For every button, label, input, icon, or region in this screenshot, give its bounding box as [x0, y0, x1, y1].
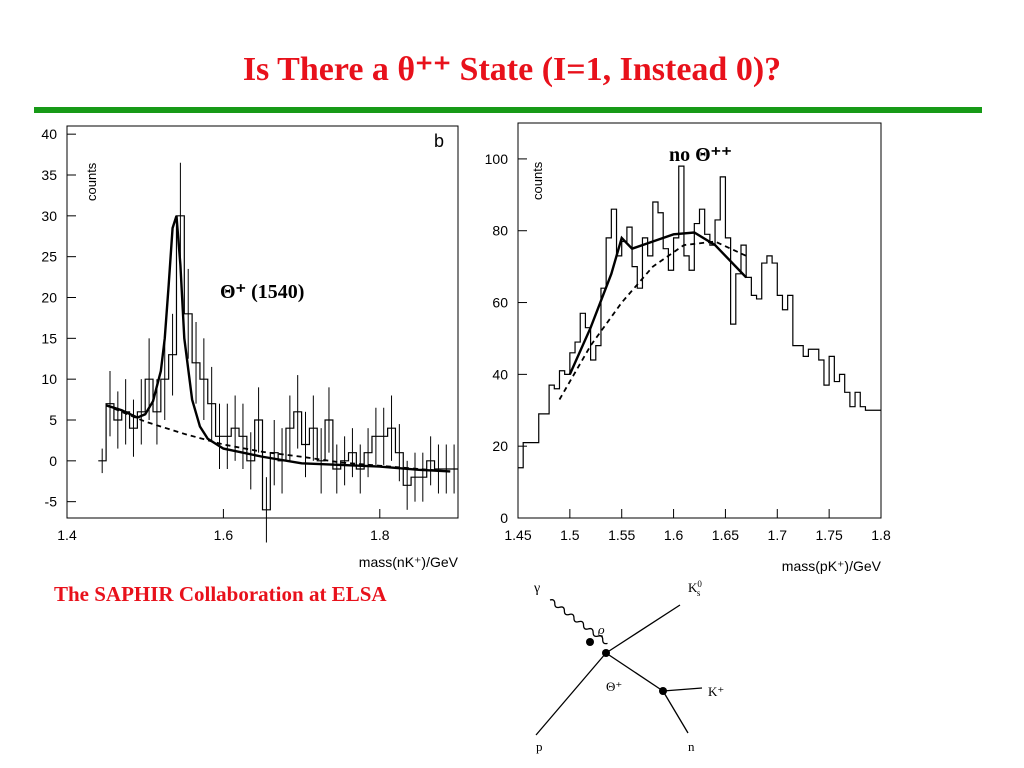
chart-left-background-fit: [105, 404, 451, 473]
chart-right-xtick-label: 1.75: [816, 527, 843, 543]
chart-right-ytick-label: 40: [492, 366, 508, 382]
chart-right-xtick-label: 1.7: [768, 527, 788, 543]
chart-right-histogram: [518, 165, 881, 469]
production-diagram: γ ϱ K0 s p Θ⁺ K⁺ n: [533, 579, 724, 754]
chart-left-ytick-label: 35: [41, 167, 57, 183]
chart-right-frame: [517, 122, 882, 519]
label-rho: ϱ: [598, 622, 605, 637]
chart-left-ytick-label: 10: [41, 371, 57, 387]
chart-left-signal-fit: [105, 215, 451, 473]
chart-right-xtick-label: 1.55: [608, 527, 635, 543]
chart-left-xtick-label: 1.6: [214, 527, 234, 543]
chart-right-annotation: no Θ⁺⁺: [669, 144, 732, 166]
chart-right-ytick-label: 0: [500, 510, 508, 526]
chart-left-ytick-label: 15: [41, 330, 57, 346]
label-kaon-plus: K⁺: [708, 684, 724, 699]
chart-left-xtick-label: 1.4: [57, 527, 77, 543]
chart-right-mass-pk: 1.45 1.5 1.55 1.6 1.65 1.7 1.75 1.8 0 20 40 60 80 100…: [485, 122, 891, 574]
chart-left-ytick-label: 5: [49, 412, 57, 428]
chart-right-ytick-label: 100: [485, 151, 509, 167]
chart-left-ytick-label: 30: [41, 208, 57, 224]
chart-left-panel-label: b: [434, 131, 444, 151]
chart-right-signal-fit: [568, 231, 748, 375]
chart-left-annotation: Θ⁺ (1540): [220, 281, 304, 303]
theta-line: [605, 652, 664, 692]
chart-right-xtick-label: 1.45: [504, 527, 531, 543]
rho-vertex: [586, 638, 594, 646]
chart-left-xtick-label: 1.8: [370, 527, 390, 543]
chart-right-x-label: mass(pK⁺)/GeV: [782, 558, 882, 574]
label-theta: Θ⁺: [606, 679, 622, 694]
label-proton: p: [536, 739, 543, 754]
chart-left-ytick-label: 40: [41, 126, 57, 142]
chart-left-y-label: counts: [84, 162, 99, 201]
label-photon: γ: [533, 581, 540, 596]
collaboration-caption: The SAPHIR Collaboration at ELSA: [54, 582, 387, 606]
kaon-s-line: [605, 604, 681, 654]
chart-right-background-fit: [558, 240, 747, 400]
kaon-plus-line: [662, 687, 703, 692]
chart-left-ytick-label: -5: [45, 494, 58, 510]
chart-left-ytick-label: 0: [49, 453, 57, 469]
chart-left-x-label: mass(nK⁺)/GeV: [359, 554, 459, 570]
title-divider: [34, 107, 982, 113]
chart-right-xtick-label: 1.8: [871, 527, 891, 543]
proton-line: [535, 652, 607, 736]
chart-right-xtick-label: 1.6: [664, 527, 684, 543]
chart-right-y-label: counts: [530, 161, 545, 200]
chart-right-xtick-label: 1.5: [560, 527, 580, 543]
chart-left-ytick-label: 20: [41, 290, 57, 306]
chart-left-ytick-label: 25: [41, 249, 57, 265]
neutron-line: [662, 690, 689, 734]
chart-right-ytick-label: 20: [492, 438, 508, 454]
production-vertex: [602, 649, 610, 657]
chart-right-ytick-label: 60: [492, 295, 508, 311]
decay-vertex: [659, 687, 667, 695]
chart-left-histogram: [98, 215, 458, 511]
chart-left-frame: [66, 125, 459, 519]
chart-right-xtick-label: 1.65: [712, 527, 739, 543]
label-neutron: n: [688, 739, 695, 754]
label-kaon-s: K0 s: [688, 579, 702, 598]
slide-title: Is There a θ⁺⁺ State (I=1, Instead 0)?: [242, 51, 782, 88]
photon-line: [549, 599, 608, 645]
chart-right-ytick-label: 80: [492, 223, 508, 239]
